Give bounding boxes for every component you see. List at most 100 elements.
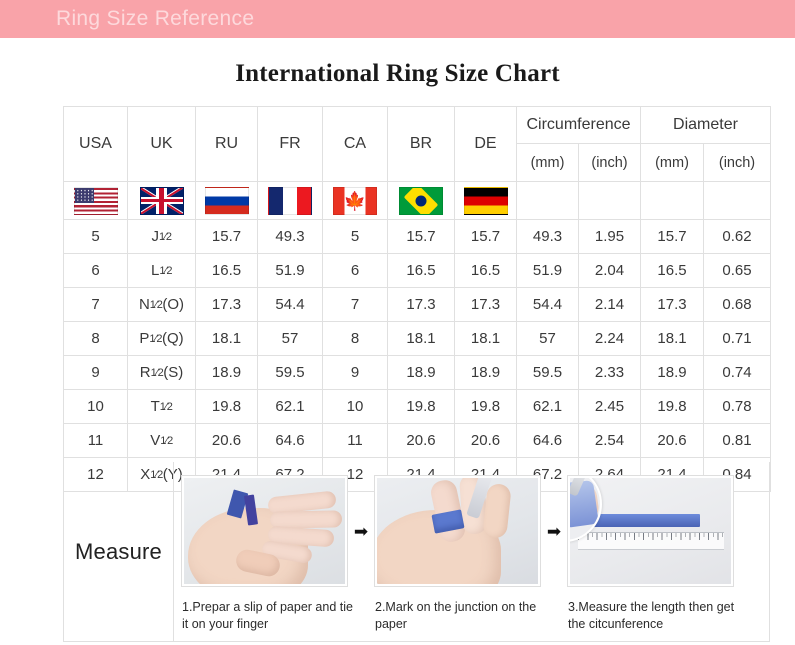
col-header-br: BR <box>387 106 455 182</box>
arrow-icon-1: ➡ <box>353 521 369 541</box>
col-header-de: DE <box>454 106 517 182</box>
cell-br: 18.1 <box>387 321 455 356</box>
table-row: 7 N1⁄2(O) 17.3 54.4 7 17.3 17.3 54.4 2.14 17.3 0.6… <box>63 287 771 322</box>
uk-letter: V <box>150 432 161 449</box>
col-header-uk: UK <box>127 106 196 182</box>
cell-fr: 62.1 <box>257 389 323 424</box>
cell-usa: 11 <box>63 423 128 458</box>
marking-paper-on-finger-photo <box>374 475 541 587</box>
flag-cell-empty-3 <box>640 181 704 220</box>
cell-ca: 7 <box>322 287 388 322</box>
cell-circumference-inch: 2.54 <box>578 423 641 458</box>
caption-slot-3: 3.Measure the length then get the citcun… <box>568 590 761 633</box>
cell-usa: 10 <box>63 389 128 424</box>
cell-circumference-mm: 59.5 <box>516 355 579 390</box>
cell-usa: 7 <box>63 287 128 322</box>
flag-cell-fr <box>257 181 323 220</box>
cell-fr: 51.9 <box>257 253 323 288</box>
cell-ca: 8 <box>322 321 388 356</box>
cell-diameter-mm: 18.1 <box>640 321 704 356</box>
measure-step-1 <box>181 475 348 587</box>
cell-circumference-inch: 1.95 <box>578 219 641 254</box>
cell-de: 18.1 <box>454 321 517 356</box>
cell-circumference-mm: 62.1 <box>516 389 579 424</box>
flag-cell-usa <box>63 181 128 220</box>
cell-br: 16.5 <box>387 253 455 288</box>
cell-fr: 49.3 <box>257 219 323 254</box>
cell-diameter-mm: 16.5 <box>640 253 704 288</box>
uk-half-fraction: 1⁄2 <box>150 469 163 481</box>
cell-circumference-inch: 2.33 <box>578 355 641 390</box>
uk-half-fraction: 1⁄2 <box>149 333 162 345</box>
table-row: 6 L1⁄2 16.5 51.9 6 16.5 16.5 51.9 2.04 16.5 0.65 <box>63 253 771 288</box>
cell-diameter-inch: 0.65 <box>703 253 771 288</box>
flag-cell-ca: 🍁 <box>322 181 388 220</box>
cell-ru: 16.5 <box>195 253 258 288</box>
measure-captions-row: 1.Prepar a slip of paper and tie it on y… <box>182 590 761 633</box>
cell-ru: 15.7 <box>195 219 258 254</box>
unit-circumference-mm: (mm) <box>516 143 579 182</box>
measure-label: Measure <box>75 538 162 564</box>
cell-diameter-mm: 18.9 <box>640 355 704 390</box>
measure-step-2 <box>374 475 541 587</box>
cell-de: 19.8 <box>454 389 517 424</box>
cell-de: 16.5 <box>454 253 517 288</box>
table-flag-row: 🍁 <box>63 181 771 220</box>
uk-letter: L <box>151 262 160 279</box>
uk-half-fraction: 1⁄2 <box>159 401 173 413</box>
cell-diameter-inch: 0.74 <box>703 355 771 390</box>
table-row: 8 P1⁄2(Q) 18.1 57 8 18.1 18.1 57 2.24 18.1 0.71 <box>63 321 771 356</box>
cell-diameter-inch: 0.81 <box>703 423 771 458</box>
cell-de: 18.9 <box>454 355 517 390</box>
cell-ru: 18.9 <box>195 355 258 390</box>
col-header-ca: CA <box>322 106 388 182</box>
flag-russia-icon <box>204 186 249 215</box>
cell-diameter-inch: 0.71 <box>703 321 771 356</box>
cell-circumference-mm: 54.4 <box>516 287 579 322</box>
flag-cell-empty-4 <box>703 181 771 220</box>
uk-letter: P <box>139 330 150 347</box>
unit-circumference-inch: (inch) <box>578 143 641 182</box>
hand-with-paper-strip-photo <box>181 475 348 587</box>
uk-suffix: (O) <box>162 296 185 313</box>
cell-usa: 6 <box>63 253 128 288</box>
col-header-fr: FR <box>257 106 323 182</box>
cell-br: 17.3 <box>387 287 455 322</box>
cell-usa: 12 <box>63 457 128 492</box>
cell-circumference-inch: 2.24 <box>578 321 641 356</box>
flag-canada-icon: 🍁 <box>333 186 377 215</box>
ring-size-table: USA UK RU FR CA BR DE Circumference Diam… <box>63 106 771 492</box>
cell-ru: 18.1 <box>195 321 258 356</box>
size-chart-table-wrapper: USA UK RU FR CA BR DE Circumference Diam… <box>63 106 771 492</box>
uk-half-fraction: 1⁄2 <box>158 231 172 243</box>
uk-letter: X <box>140 466 151 483</box>
table-row: 5 J1⁄2 15.7 49.3 5 15.7 15.7 49.3 1.95 15.7 0.62 <box>63 219 771 254</box>
cell-uk: T1⁄2 <box>127 389 196 424</box>
table-body: 5 J1⁄2 15.7 49.3 5 15.7 15.7 49.3 1.95 15.7 0.62 6 L… <box>63 219 771 492</box>
cell-de: 15.7 <box>454 219 517 254</box>
flag-germany-icon <box>463 186 508 215</box>
cell-usa: 5 <box>63 219 128 254</box>
flag-cell-br <box>387 181 455 220</box>
uk-suffix: (Q) <box>161 330 184 347</box>
measure-step-3-caption: 3.Measure the length then get the citcun… <box>568 600 735 631</box>
cell-de: 17.3 <box>454 287 517 322</box>
cell-ca: 6 <box>322 253 388 288</box>
table-row: 10 T1⁄2 19.8 62.1 10 19.8 19.8 62.1 2.45 19.8 0.78 <box>63 389 771 424</box>
uk-half-fraction: 1⁄2 <box>159 265 172 277</box>
cell-uk: J1⁄2 <box>127 219 196 254</box>
cell-ca: 5 <box>322 219 388 254</box>
table-header-row-labels: USA UK RU FR CA BR DE Circumference Diam… <box>63 106 771 182</box>
cell-fr: 64.6 <box>257 423 323 458</box>
cell-uk: L1⁄2 <box>127 253 196 288</box>
cell-ca: 10 <box>322 389 388 424</box>
cell-diameter-inch: 0.68 <box>703 287 771 322</box>
cell-diameter-inch: 0.78 <box>703 389 771 424</box>
banner-title: Ring Size Reference <box>56 7 255 30</box>
cell-usa: 9 <box>63 355 128 390</box>
measure-photos-row: ➡ ➡ <box>181 472 761 590</box>
cell-ru: 20.6 <box>195 423 258 458</box>
cell-br: 18.9 <box>387 355 455 390</box>
flag-cell-empty-1 <box>516 181 579 220</box>
